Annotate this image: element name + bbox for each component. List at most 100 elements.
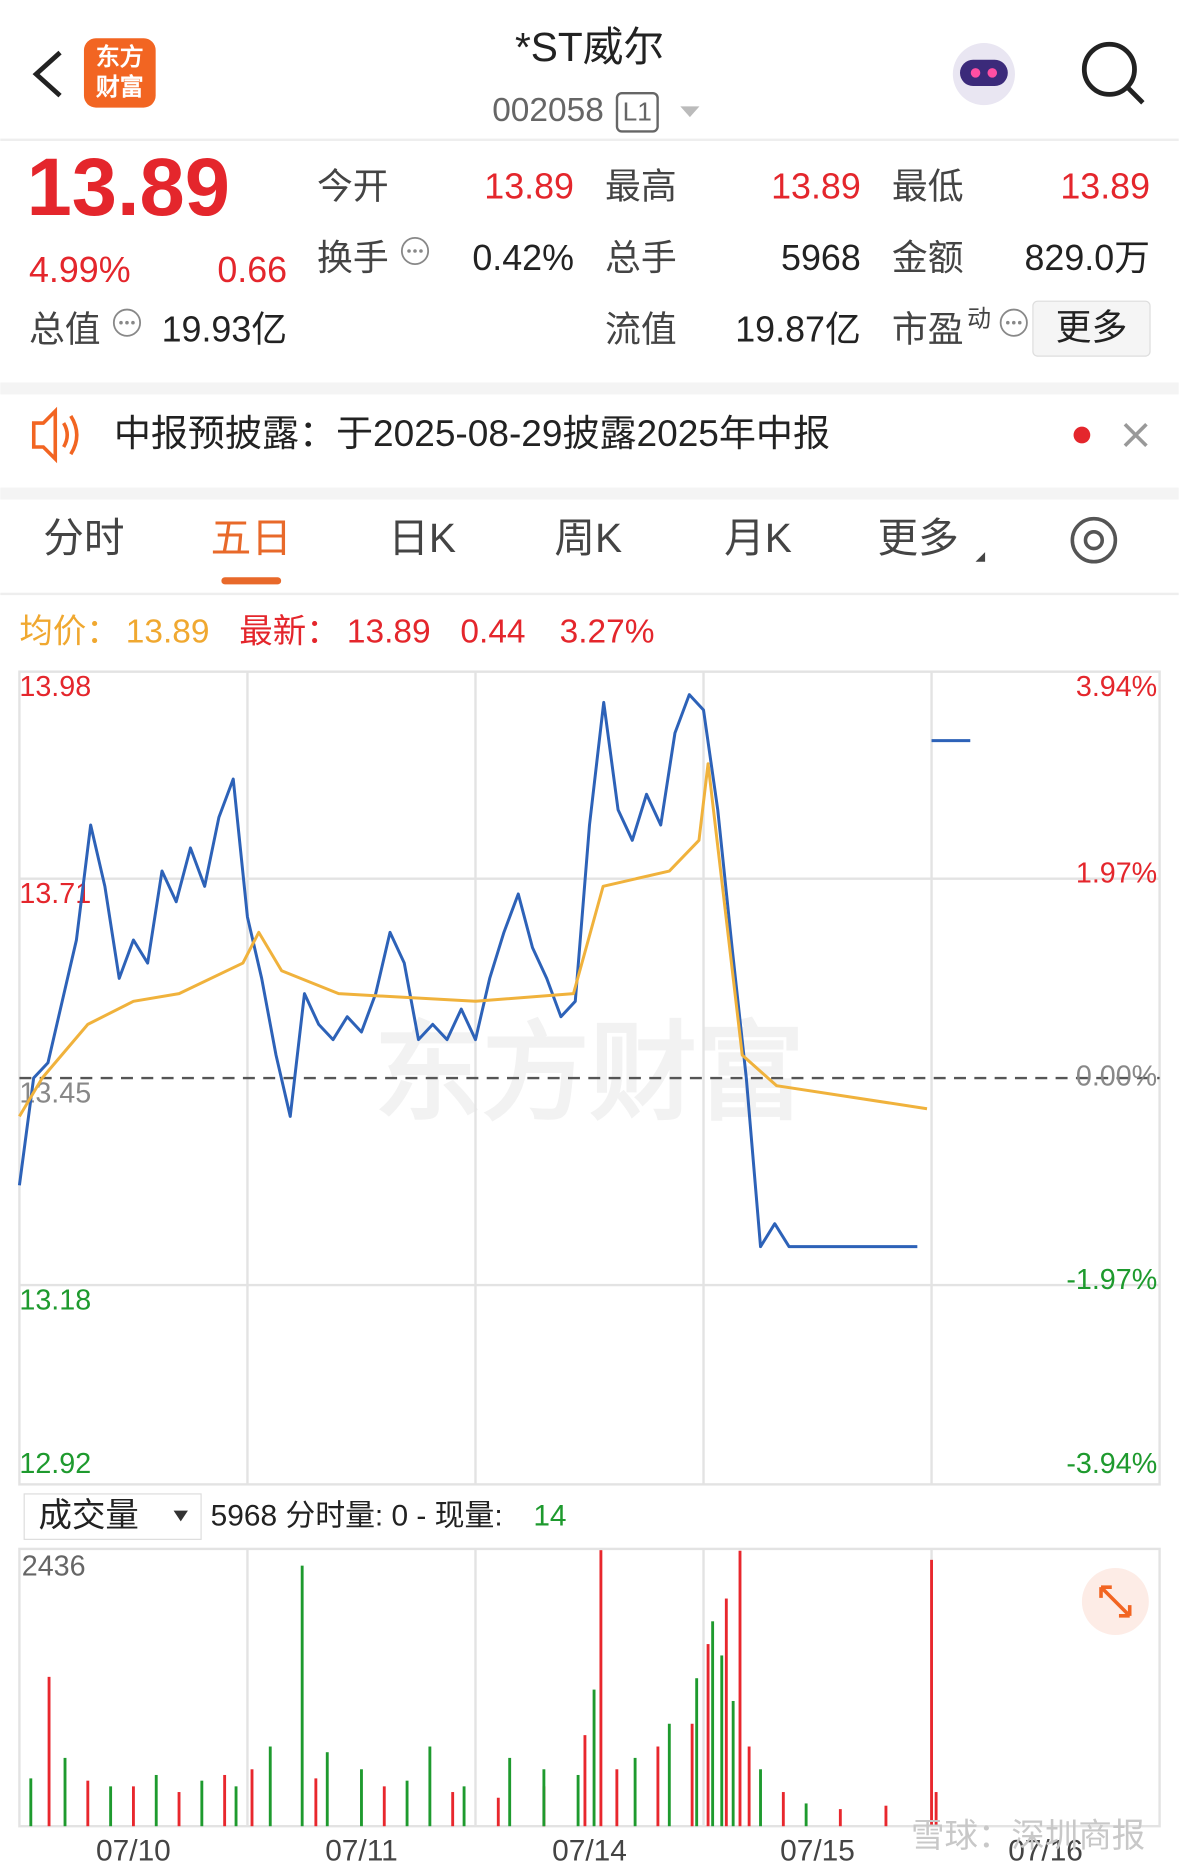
volume-bar: [724, 1598, 728, 1827]
volume-bar: [804, 1803, 808, 1827]
volume-bar: [314, 1778, 318, 1827]
volume-bar: [250, 1769, 254, 1827]
field-label: 金额: [892, 238, 964, 278]
volume-bar: [508, 1757, 512, 1827]
info-circle: [999, 308, 1028, 337]
notice-text[interactable]: 中报预披露：于2025-08-29披露2025年中报: [114, 412, 830, 454]
dropdown-arrow[interactable]: [680, 106, 700, 118]
avg-line: [18, 762, 928, 1118]
volume-bar: [759, 1769, 762, 1827]
volume-bar: [382, 1786, 386, 1827]
tab[interactable]: 日K: [388, 515, 456, 561]
field-value: 829.0万: [1024, 238, 1150, 278]
volume-bar: [223, 1774, 227, 1827]
tab[interactable]: 五日: [211, 515, 292, 561]
volume-bar: [428, 1746, 432, 1827]
stock-code: 002058: [492, 92, 604, 129]
source-watermark: 雪球：深圳商报: [911, 1818, 1145, 1855]
info-icon[interactable]: [400, 236, 430, 266]
y-tick-label: 13.18: [19, 1284, 91, 1316]
level-text: L1: [623, 96, 652, 126]
volume-bar: [738, 1550, 742, 1827]
volume-bar: [405, 1780, 409, 1827]
x-tick-label: 07/11: [325, 1834, 398, 1867]
volume-bar: [462, 1786, 466, 1827]
volume-bar: [656, 1746, 660, 1827]
info-dot: [119, 320, 123, 325]
level-badge: [615, 92, 659, 133]
volume-bar: [300, 1565, 304, 1827]
y-tick-label: 13.98: [19, 671, 91, 703]
info-dot: [131, 320, 135, 325]
volume-bar: [930, 1559, 933, 1827]
info-icon[interactable]: [999, 308, 1028, 337]
field-value: 0.42%: [472, 238, 574, 278]
volume-bar: [592, 1689, 596, 1827]
y2-tick-label: 0.00%: [1076, 1061, 1157, 1093]
volume-bar: [695, 1678, 699, 1827]
volume-bar: [633, 1757, 637, 1827]
field-value: 19.87亿: [735, 310, 861, 350]
field-label: 流值: [605, 310, 677, 350]
volume-bar: [731, 1700, 735, 1827]
selector-arrow[interactable]: [173, 1510, 188, 1522]
price-line: [17, 693, 971, 1249]
x-tick-label: 07/10: [96, 1834, 171, 1867]
volume-selector[interactable]: [23, 1493, 202, 1540]
volume-bar: [154, 1774, 158, 1827]
current-volume: 14: [533, 1500, 566, 1533]
info-dot: [125, 320, 129, 325]
logo-text: 东方: [96, 43, 144, 71]
volume-bar: [747, 1746, 751, 1827]
close-button[interactable]: [1123, 423, 1148, 448]
volume-bar: [131, 1786, 135, 1827]
y-tick-label: 2436: [22, 1551, 86, 1583]
volume-frame: [18, 1547, 1161, 1828]
volume-bar: [781, 1792, 785, 1827]
tab[interactable]: 更多: [878, 515, 959, 561]
speaker-icon: [31, 406, 79, 464]
tab[interactable]: 月K: [724, 515, 792, 561]
volume-bar: [583, 1735, 587, 1827]
volume-info: 5968 分时量: 0 - 现量:: [211, 1500, 503, 1533]
info-dot: [1017, 320, 1022, 325]
volume-bar: [47, 1676, 51, 1827]
info-icon[interactable]: [112, 308, 142, 337]
info-dot: [419, 249, 423, 253]
tab[interactable]: 周K: [554, 515, 622, 561]
field-value: 13.89: [1060, 166, 1150, 206]
y2-tick-label: 1.97%: [1076, 857, 1157, 889]
info-dot: [407, 249, 411, 253]
selector-text[interactable]: 成交量: [39, 1498, 139, 1535]
field-value: 5968: [781, 238, 861, 278]
more-button[interactable]: [1032, 300, 1151, 357]
more-arrow: [975, 552, 986, 562]
volume-bar: [234, 1786, 238, 1827]
unread-dot: [1073, 426, 1091, 444]
expand-button[interactable]: [1081, 1568, 1149, 1635]
volume-bar: [109, 1786, 113, 1827]
field-value: 13.89: [771, 166, 861, 206]
last-price: 13.89: [27, 142, 230, 233]
volume-bar: [934, 1792, 938, 1827]
watermark: 东方财富: [374, 1013, 804, 1133]
tab[interactable]: 分时: [43, 515, 124, 561]
app-logo: [83, 38, 156, 108]
volume-bar: [690, 1723, 694, 1827]
last-label: 最新：: [239, 613, 339, 650]
volume-bar: [667, 1723, 671, 1827]
stock-title: *ST威尔: [515, 24, 664, 70]
more-text[interactable]: 更多: [1056, 307, 1128, 347]
back-button[interactable]: [32, 50, 62, 98]
volume-bar: [360, 1769, 363, 1827]
assistant-icon[interactable]: [952, 43, 1015, 106]
field-label: 总值: [29, 310, 101, 350]
info-dot: [413, 249, 417, 253]
settings-icon[interactable]: [1070, 516, 1118, 564]
volume-bar: [63, 1757, 67, 1827]
info-circle: [400, 236, 430, 266]
info-dot: [1011, 320, 1016, 325]
search-icon[interactable]: [1081, 41, 1145, 105]
y-tick-label: 12.92: [19, 1448, 91, 1480]
